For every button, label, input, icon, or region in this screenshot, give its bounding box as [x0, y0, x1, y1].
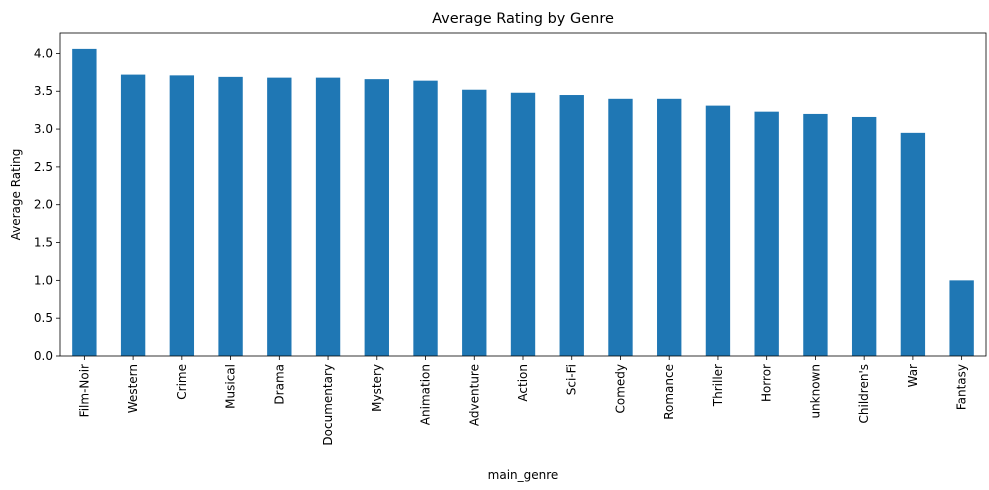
bar-animation	[413, 80, 438, 356]
y-axis-label: Average Rating	[9, 149, 23, 241]
y-tick-label: 2.0	[34, 198, 53, 212]
bar-thriller	[705, 105, 731, 357]
x-tick-label: Action	[516, 364, 530, 402]
bar-western	[120, 74, 146, 356]
bar-mystery	[364, 79, 389, 356]
bar-documentary	[315, 77, 341, 356]
x-tick-label: Crime	[175, 364, 189, 400]
y-tick-label: 1.5	[34, 236, 53, 250]
y-tick-label: 2.5	[34, 160, 53, 174]
bar-unknown	[803, 113, 828, 356]
bar-sci-fi	[559, 95, 584, 356]
x-tick-label: Mystery	[370, 364, 384, 412]
x-tick-label: War	[906, 364, 920, 387]
x-tick-label: Drama	[272, 364, 286, 405]
x-tick-label: Sci-Fi	[565, 364, 579, 395]
x-axis-label: main_genre	[488, 468, 559, 482]
y-tick-label: 4.0	[34, 46, 53, 60]
y-tick-label: 3.5	[34, 84, 53, 98]
bar-musical	[218, 76, 243, 357]
x-tick-label: Comedy	[613, 364, 627, 414]
x-axis: Film-Noir Western Crime Musical Drama Documen…	[77, 356, 969, 446]
x-tick-label: Adventure	[467, 364, 481, 426]
bar-horror	[754, 111, 779, 356]
bar-romance	[657, 98, 682, 356]
bar-comedy	[608, 98, 633, 356]
chart-title: Average Rating by Genre	[432, 11, 614, 27]
x-tick-label: Film-Noir	[77, 364, 91, 417]
x-tick-label: Western	[126, 364, 140, 413]
x-tick-label: Documentary	[321, 364, 335, 446]
bar-crime	[169, 75, 195, 357]
x-tick-label: Thriller	[711, 364, 725, 407]
bar-children-s	[851, 116, 877, 357]
y-tick-label: 1.0	[34, 273, 53, 287]
x-tick-label: Horror	[760, 364, 774, 402]
x-tick-label: Children's	[857, 364, 871, 423]
bar-fantasy	[949, 280, 974, 356]
x-tick-label: Romance	[662, 364, 676, 420]
bars-group	[72, 48, 974, 357]
y-tick-label: 0.5	[34, 311, 53, 325]
x-tick-label: unknown	[808, 364, 822, 419]
x-tick-label: Fantasy	[955, 364, 969, 410]
y-tick-label: 3.0	[34, 122, 53, 136]
x-tick-label: Animation	[419, 364, 433, 425]
bar-action	[510, 92, 536, 356]
y-tick-label: 0.0	[34, 349, 53, 363]
bar-war	[900, 132, 926, 356]
x-tick-label: Musical	[224, 364, 238, 409]
bar-film-noir	[72, 48, 97, 356]
y-axis: 0.0 0.5 1.0 1.5 2.0 2.5 3.0 3.5 4.0	[34, 46, 60, 363]
bar-drama	[267, 77, 292, 356]
plot-frame	[59, 32, 987, 357]
bar-adventure	[462, 89, 487, 356]
